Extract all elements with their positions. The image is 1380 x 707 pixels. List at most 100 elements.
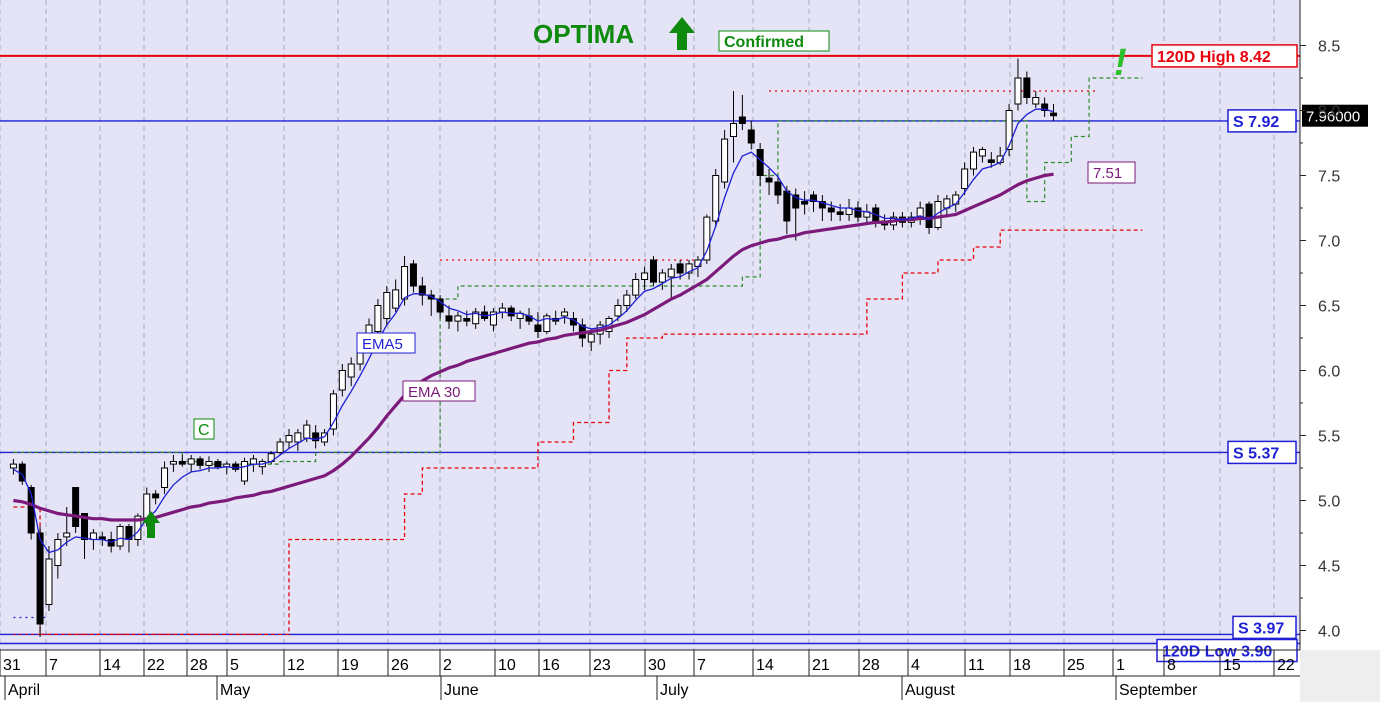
plot-background	[0, 0, 1300, 650]
candle-body	[392, 289, 400, 309]
ema30-label-text: EMA 30	[408, 384, 461, 401]
level-label-box-high	[1151, 44, 1298, 68]
candle-body	[667, 268, 675, 278]
price-tick-label: 4.5	[1318, 559, 1340, 576]
candle-body	[774, 181, 782, 196]
level-label-high: 120D High 8.42	[1157, 49, 1271, 66]
day-label: 16	[542, 657, 560, 674]
ema5-label: EMA5	[356, 332, 416, 354]
confirmed-label: Confirmed	[724, 34, 804, 51]
chart-labels: 120D High 8.42 S 7.92 S 5.37 S 3.97 120D Low…	[1151, 44, 1368, 663]
candle-body	[63, 532, 71, 538]
candle-body	[1032, 97, 1040, 105]
candle-body	[747, 129, 755, 144]
day-label: 7	[697, 657, 706, 674]
candle-body	[961, 168, 969, 189]
candle-body	[632, 279, 640, 296]
candle-body	[178, 461, 186, 465]
candle-body	[463, 318, 471, 322]
level-label-support-3: S 3.97	[1238, 620, 1284, 637]
price-tick-label: 4.0	[1318, 624, 1340, 641]
candle-body	[383, 292, 391, 319]
day-label: 19	[341, 657, 359, 674]
candle-body	[987, 159, 995, 163]
candle-body	[614, 305, 622, 317]
candle-body	[765, 177, 773, 183]
month-label: May	[220, 682, 250, 699]
candle-body	[303, 424, 311, 439]
ema30-value-text: 7.51	[1093, 165, 1122, 182]
price-tick-label: 8.5	[1318, 39, 1340, 56]
candle-body	[729, 123, 737, 137]
day-label: 15	[1223, 657, 1241, 674]
candle-body	[436, 298, 444, 313]
candle-body	[1041, 103, 1049, 111]
candle-body	[934, 201, 942, 228]
ema30-label: EMA 30	[402, 380, 476, 402]
candle-body	[72, 487, 80, 527]
candle-body	[347, 363, 355, 378]
candle-body	[507, 307, 515, 317]
candle-body	[445, 315, 453, 322]
candle-body	[418, 285, 426, 296]
day-label: 18	[1013, 657, 1031, 674]
day-label: 22	[1277, 657, 1295, 674]
candle-body	[45, 558, 53, 605]
day-label: 14	[103, 657, 121, 674]
level-label-box-support-2	[1227, 440, 1297, 465]
candle-body	[543, 315, 551, 332]
candle-body	[827, 207, 835, 213]
candle-body	[925, 203, 933, 229]
last-price-box	[1302, 104, 1368, 127]
day-label: 1	[1116, 657, 1125, 674]
candle-body	[587, 333, 595, 343]
candle-body	[187, 458, 195, 465]
day-label: 22	[147, 657, 165, 674]
day-label: 28	[190, 657, 208, 674]
level-lines	[0, 54, 1300, 645]
day-label: 14	[756, 657, 774, 674]
buy-arrow-icon	[142, 511, 160, 538]
day-label: 25	[1067, 657, 1085, 674]
candle-body	[1005, 110, 1013, 150]
day-label: 4	[911, 657, 920, 674]
c-marker: C	[193, 418, 215, 440]
candle-body	[401, 266, 409, 300]
corner-background	[1300, 650, 1380, 702]
candle-body	[294, 432, 302, 443]
candle-body	[658, 272, 666, 283]
candle-body	[818, 201, 826, 209]
candle-body	[374, 305, 382, 332]
day-label: 12	[287, 657, 305, 674]
price-tick-label: 5.0	[1318, 494, 1340, 511]
price-axis-background	[1300, 0, 1380, 650]
level-label-box-support-1	[1227, 109, 1297, 133]
candle-body	[205, 461, 213, 466]
candle-body	[649, 259, 657, 283]
exclamation-mark: !	[1114, 42, 1127, 84]
candle-body	[738, 116, 746, 124]
candle-body	[721, 138, 729, 183]
level-label-low: 120D Low 3.90	[1162, 644, 1272, 661]
up-arrow-icon	[669, 17, 695, 50]
ema5-label-text: EMA5	[362, 336, 403, 353]
level-label-support-1: S 7.92	[1233, 114, 1279, 131]
month-label: July	[660, 682, 688, 699]
candle-body	[276, 441, 284, 453]
candle-body	[489, 311, 497, 326]
price-tick-label: 6.5	[1318, 299, 1340, 316]
candle-body	[978, 149, 986, 157]
candle-body	[1050, 112, 1058, 117]
date-axis: 31 7 14 22 28 5 12 19 26 2 10 16 23 30 7 14 21 28 4 11 18 25 1…	[0, 649, 1300, 700]
candle-body	[801, 201, 809, 205]
day-label: 21	[812, 657, 830, 674]
candle-body	[703, 216, 711, 261]
candle-body	[561, 311, 569, 317]
price-axis: 4.0 4.5 5.0 5.5 6.0 6.5 7.0 7.5 8.0 8.5	[1299, 0, 1340, 650]
price-tick-label: 5.5	[1318, 429, 1340, 446]
month-label: April	[8, 682, 40, 699]
moving-averages	[13, 108, 1054, 554]
candle-body	[676, 263, 684, 274]
